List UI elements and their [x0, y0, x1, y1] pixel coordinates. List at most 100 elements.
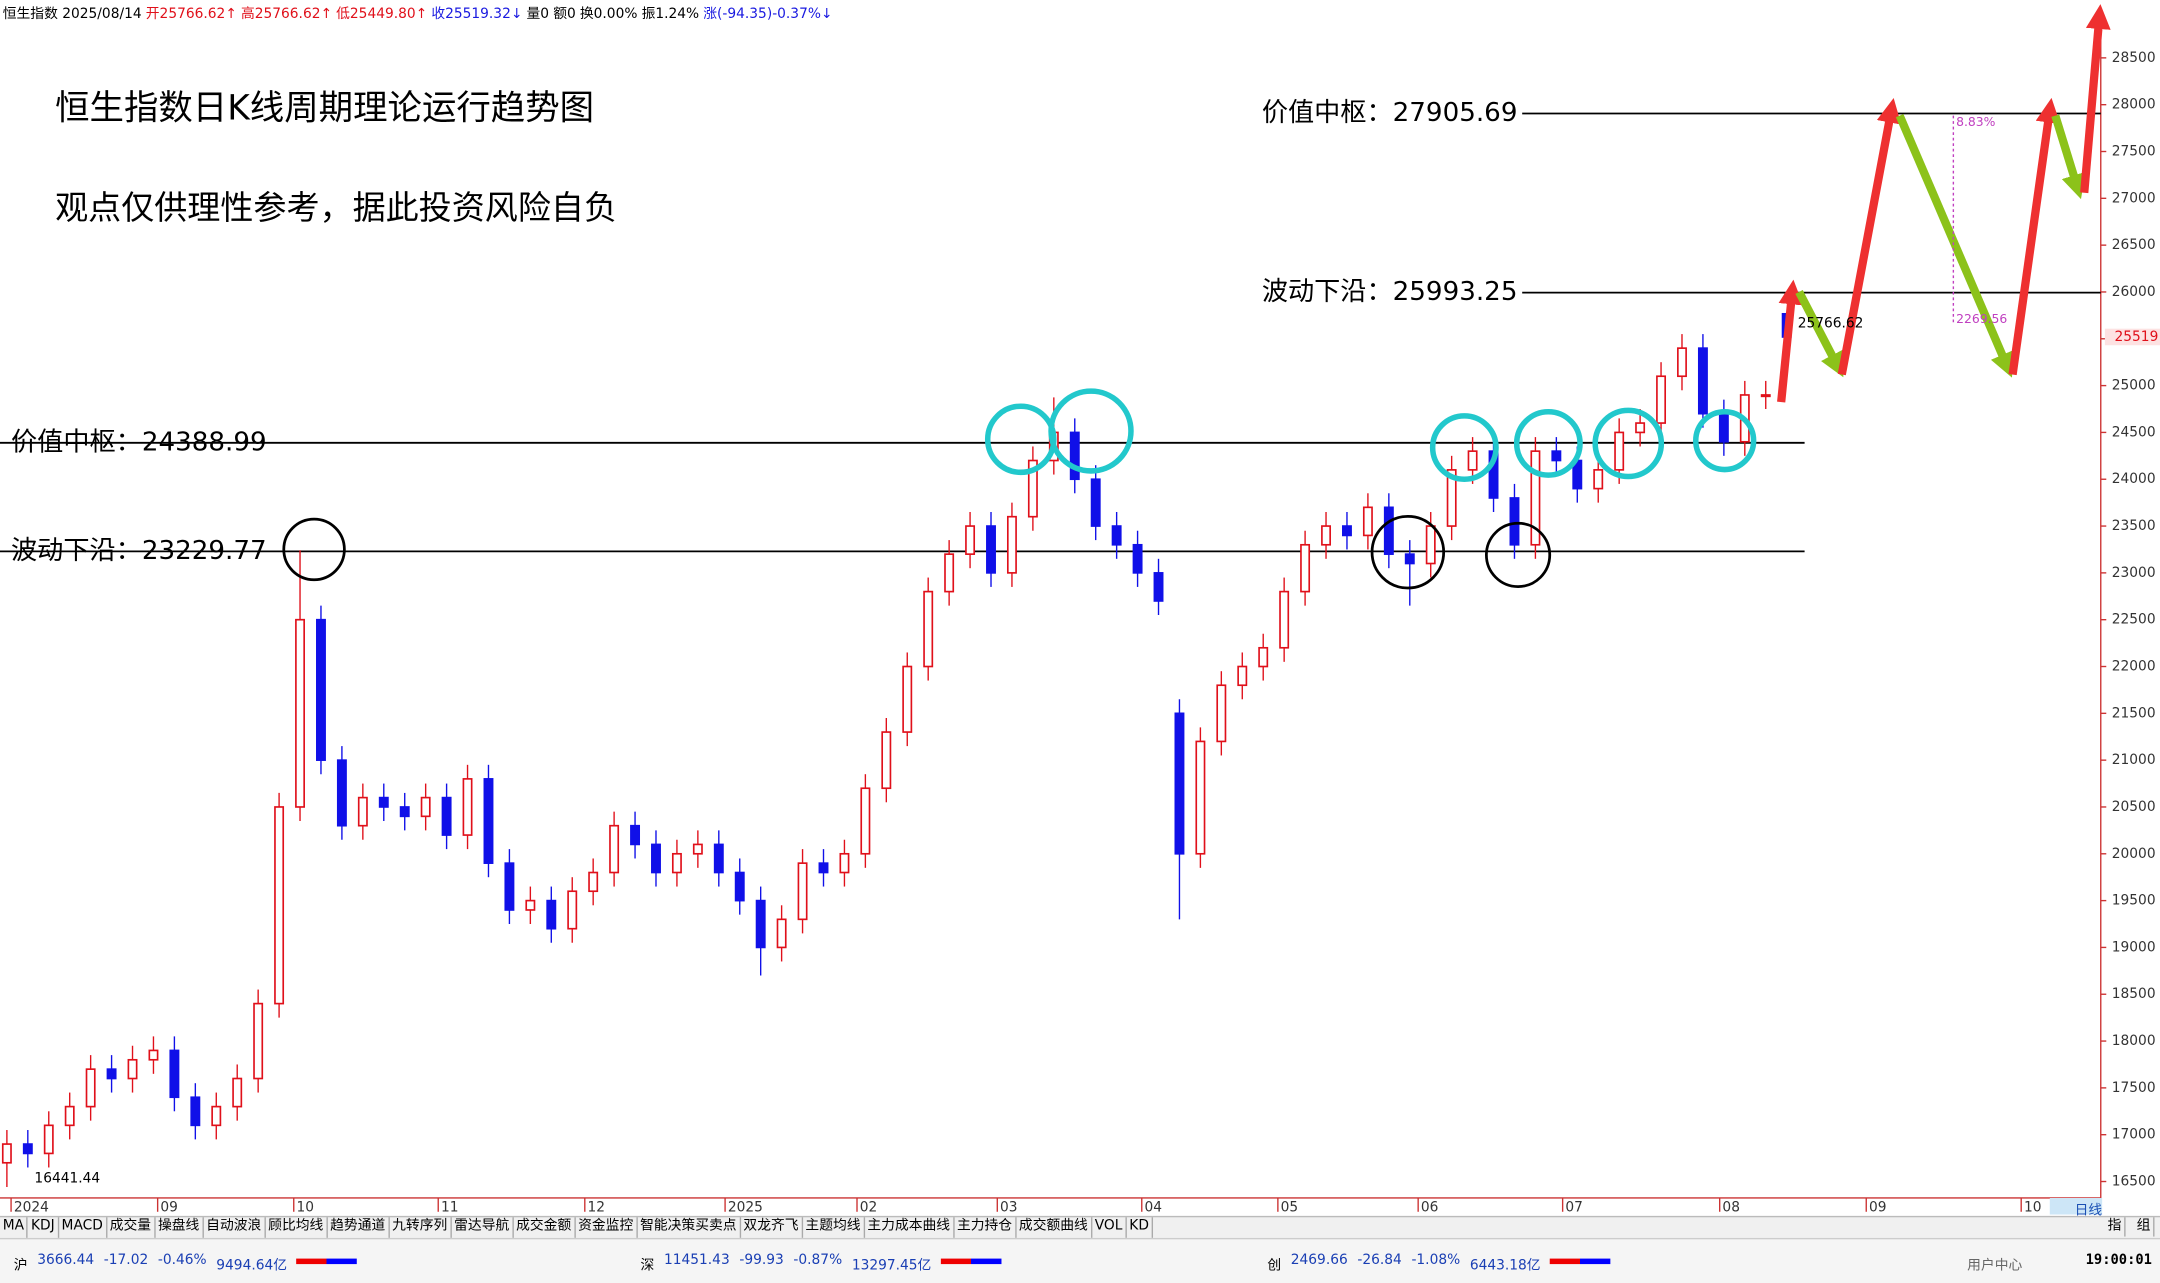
circle [1048, 388, 1134, 474]
circle [1693, 408, 1757, 473]
candle-body [1300, 543, 1311, 593]
candle-body [818, 862, 829, 874]
quote-header: 恒生指数 2025/08/14 开25766.62↑ 高25766.62↑ 低2544… [3, 1, 833, 23]
indicator-tab[interactable]: 主题均线 [803, 1217, 865, 1238]
y-tick-label: 18000 [2112, 1033, 2156, 1049]
arrow [1837, 97, 1902, 376]
indicator-tab[interactable]: 智能决策买卖点 [637, 1217, 741, 1238]
highlight-circles [282, 388, 1757, 590]
market-field: -0.46% [157, 1253, 207, 1269]
indicator-tab[interactable]: 双龙齐飞 [741, 1217, 803, 1238]
candle-body [1697, 347, 1708, 415]
market-summary: 沪 3666.44 -17.02 -0.46% 9494.64亿 [14, 1253, 358, 1274]
period-tab[interactable]: 日线 [2049, 1197, 2103, 1219]
indicator-tab[interactable]: 资金监控 [575, 1217, 638, 1238]
market-field: 13297.45亿 [851, 1258, 932, 1274]
indicator-tab[interactable]: 操盘线 [155, 1217, 204, 1238]
x-tick-label: 09 [1869, 1200, 1887, 1216]
candle-body [1383, 506, 1394, 555]
candle-body [253, 1002, 264, 1080]
indicator-tab[interactable]: 主力持仓 [954, 1217, 1017, 1238]
market-field: 3666.44 [37, 1253, 95, 1269]
quote-item: 恒生指数 2025/08/14 [2, 6, 142, 23]
candle-body [22, 1143, 33, 1155]
candle-body [295, 618, 305, 808]
user-center[interactable]: 用户中心 [1967, 1258, 2023, 1274]
x-tick-label: 12 [588, 1200, 606, 1216]
x-tick-label: 10 [297, 1200, 315, 1216]
candle-body [1237, 665, 1248, 687]
x-tick-label: 02 [860, 1200, 878, 1216]
circle [1513, 408, 1583, 478]
level-label: 价值中枢：27905.69 [1262, 98, 1518, 128]
candle-body [1362, 506, 1373, 537]
y-tick-label: 28000 [2112, 97, 2156, 113]
y-tick-label: 28500 [2112, 50, 2156, 66]
indicator-tab[interactable]: MA [0, 1217, 29, 1238]
candle-body [211, 1105, 222, 1127]
quote-item: 量0 [526, 6, 550, 23]
candle-body [651, 843, 661, 874]
y-tick-label: 22000 [2112, 659, 2156, 675]
candle-body [441, 796, 452, 836]
quote-item: 低25449.80↑ [336, 6, 428, 23]
low-label: 16441.44 [34, 1171, 100, 1187]
indicator-tab[interactable]: KD [1127, 1217, 1154, 1238]
market-summary: 创 2469.66 -26.84 -1.08% 6443.18亿 [1267, 1253, 1611, 1274]
x-tick-label: 05 [1281, 1200, 1299, 1216]
indicator-tab[interactable]: 成交额曲线 [1016, 1217, 1092, 1238]
candle-body [106, 1068, 117, 1080]
candle-body [1635, 422, 1646, 434]
indicator-tab[interactable]: 顾比均线 [265, 1217, 328, 1238]
candle-body [1656, 375, 1667, 424]
candle-body [1446, 469, 1457, 527]
candle-body [462, 778, 473, 836]
indicator-tab[interactable]: KDJ [28, 1217, 59, 1238]
candle-body [1404, 553, 1415, 565]
y-tick-label: 24000 [2112, 471, 2156, 487]
candle-body [1216, 684, 1227, 743]
indicator-toolbar: MA KDJ MACD 成交量 操盘线 自动波浪 顾比均线 趋势通道 九转序列 雷达导航 成交金额资… [0, 1215, 2160, 1238]
indicator-tab[interactable]: 成交量 [107, 1217, 156, 1238]
candle-body [378, 796, 389, 808]
indicator-tab[interactable]: VOL [1092, 1217, 1127, 1238]
indicator-tab[interactable]: 主力成本曲线 [865, 1217, 955, 1238]
candle-body [1153, 572, 1164, 602]
tool-button[interactable]: 组 [2134, 1217, 2155, 1237]
indicator-tab[interactable]: 趋势通道 [327, 1217, 390, 1238]
candle-body [1174, 712, 1185, 855]
indicator-tab[interactable]: 雷达导航 [451, 1217, 514, 1238]
indicator-tab[interactable]: 自动波浪 [203, 1217, 266, 1238]
candle-body [1614, 431, 1625, 471]
y-tick-label: 27000 [2112, 190, 2156, 206]
candle-body [671, 852, 682, 874]
market-summary: 深 11451.43 -99.93 -0.87% 13297.45亿 [641, 1253, 1002, 1274]
candle-body [692, 843, 703, 855]
indicator-tab[interactable]: MACD [59, 1217, 107, 1238]
x-tick-label: 2025 [728, 1200, 763, 1216]
candle-body [713, 843, 724, 874]
y-tick-label: 25000 [2112, 378, 2156, 394]
candle-body [1509, 497, 1520, 546]
market-field: 9494.64亿 [216, 1258, 288, 1274]
candle-body [1195, 740, 1206, 855]
indicator-tab[interactable]: 成交金额 [513, 1217, 576, 1238]
circle [1484, 521, 1552, 588]
circle [1592, 407, 1665, 480]
tool-button[interactable]: 指 [2105, 1217, 2126, 1237]
market-bar [1550, 1258, 1611, 1265]
y-tick-label: 17000 [2112, 1127, 2156, 1143]
circle [282, 517, 346, 582]
y-tick-label: 16500 [2112, 1174, 2156, 1190]
candle-body [399, 806, 410, 818]
candle-body [336, 759, 347, 827]
market-field: -1.08% [1411, 1253, 1461, 1269]
clock: 19:00:01 [2085, 1253, 2152, 1269]
candle-body [504, 862, 515, 911]
y-tick-label: 23000 [2112, 565, 2156, 581]
market-field: -99.93 [739, 1253, 784, 1269]
indicator-tab[interactable]: 九转序列 [389, 1217, 452, 1238]
candle-body [860, 787, 871, 855]
candle-body [609, 824, 620, 874]
